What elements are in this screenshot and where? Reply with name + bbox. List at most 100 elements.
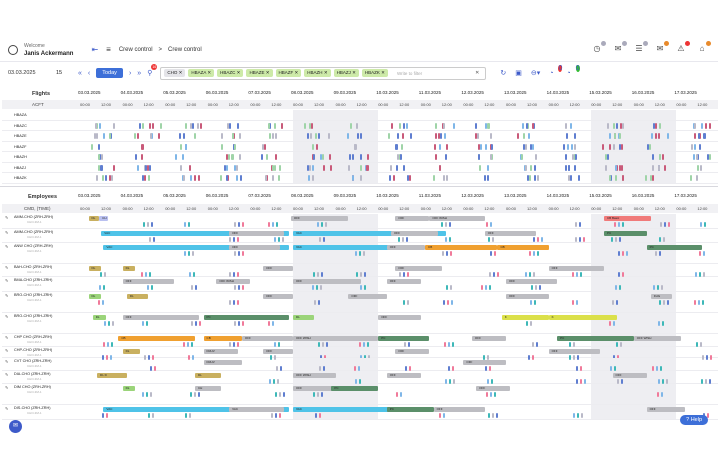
flight-leg[interactable] (481, 285, 484, 290)
flight-leg[interactable] (151, 354, 154, 360)
flight-leg[interactable] (532, 143, 534, 150)
flight-leg[interactable] (346, 133, 349, 139)
flight-leg[interactable] (703, 251, 706, 256)
flight-leg[interactable] (448, 236, 451, 242)
flight-leg[interactable] (272, 133, 275, 139)
flight-leg[interactable] (533, 122, 535, 129)
employee-label[interactable]: DIM CHO (ZRH-ZRH) (14, 384, 51, 389)
flight-leg[interactable] (570, 143, 573, 150)
flight-leg[interactable] (359, 285, 362, 290)
flight-leg[interactable] (268, 222, 271, 227)
flight-leg[interactable] (312, 143, 314, 150)
flight-leg[interactable] (607, 122, 610, 129)
flight-leg[interactable] (450, 299, 453, 305)
flight-leg[interactable] (238, 154, 241, 160)
flight-leg[interactable] (104, 272, 106, 277)
flight-leg[interactable] (493, 272, 496, 277)
flight-leg[interactable] (102, 354, 104, 360)
flight-leg[interactable] (610, 365, 613, 371)
flight-leg[interactable] (276, 365, 279, 371)
duty-bar[interactable]: OFF (484, 230, 536, 236)
flight-leg[interactable] (312, 164, 314, 171)
flight-leg[interactable] (175, 154, 178, 160)
duty-bar[interactable]: OFF (506, 279, 558, 284)
duty-bar[interactable]: CB (203, 335, 242, 341)
flight-leg[interactable] (616, 341, 619, 347)
flight-leg[interactable] (190, 122, 193, 129)
filter-chip[interactable]: CHO ✕ (164, 69, 186, 77)
flight-leg[interactable] (568, 341, 571, 347)
flight-leg[interactable] (232, 272, 235, 277)
flight-leg[interactable] (310, 133, 312, 139)
flight-leg[interactable] (315, 133, 317, 139)
flight-leg[interactable] (447, 341, 450, 347)
flight-leg[interactable] (185, 143, 188, 150)
flight-leg[interactable] (348, 154, 351, 160)
prev-icon[interactable]: ‹ (87, 69, 91, 77)
flight-leg[interactable] (359, 164, 362, 171)
flight-leg[interactable] (709, 378, 712, 384)
flight-leg[interactable] (576, 412, 579, 418)
flight-leg[interactable] (567, 164, 570, 171)
flight-leg[interactable] (534, 299, 536, 305)
flight-leg[interactable] (367, 354, 370, 360)
flight-leg[interactable] (138, 122, 141, 129)
flight-leg[interactable] (150, 285, 153, 290)
duty-bar[interactable]: DL (293, 314, 315, 320)
flight-leg[interactable] (233, 164, 236, 171)
flight-leg[interactable] (651, 164, 654, 171)
flight-leg[interactable] (146, 222, 149, 227)
flight-leg[interactable] (445, 143, 448, 150)
flight-leg[interactable] (268, 320, 271, 326)
duty-bar[interactable]: DL (126, 293, 149, 299)
flight-leg[interactable] (572, 341, 575, 347)
flight-leg[interactable] (443, 341, 446, 347)
flight-leg[interactable] (390, 164, 393, 171)
flight-leg[interactable] (187, 341, 190, 347)
flight-leg[interactable] (444, 222, 447, 227)
flight-leg[interactable] (236, 341, 239, 347)
flight-leg[interactable] (407, 175, 410, 181)
flight-leg[interactable] (444, 378, 447, 384)
flight-leg[interactable] (307, 133, 309, 139)
flight-leg[interactable] (410, 133, 413, 139)
flight-leg[interactable] (140, 154, 143, 160)
flight-leg[interactable] (272, 175, 275, 181)
duty-bar[interactable]: OFF (506, 293, 549, 299)
employee-label[interactable]: ANW CHO (ZRH-ZRH) (14, 244, 53, 248)
flight-leg[interactable] (618, 272, 621, 277)
flight-leg[interactable] (358, 251, 361, 256)
next-icon[interactable]: › (128, 69, 132, 77)
duty-bar[interactable]: OFF (290, 216, 349, 221)
flight-leg[interactable] (328, 133, 330, 139)
flight-leg[interactable] (275, 412, 278, 418)
refresh-icon[interactable]: ↻ (500, 70, 507, 77)
flight-leg[interactable] (571, 154, 574, 160)
flight-leg[interactable] (694, 122, 697, 129)
flight-leg[interactable] (528, 354, 530, 360)
flight-leg[interactable] (666, 299, 669, 305)
flight-leg[interactable] (657, 320, 660, 326)
flight-leg[interactable] (274, 236, 277, 242)
flight-leg[interactable] (494, 251, 497, 256)
flight-leg[interactable] (526, 122, 528, 129)
flight-leg[interactable] (266, 175, 269, 181)
flight-leg[interactable] (108, 320, 110, 326)
flight-leg[interactable] (268, 122, 271, 129)
flight-leg[interactable] (404, 341, 407, 347)
flight-leg[interactable] (438, 143, 441, 150)
flight-leg[interactable] (388, 133, 391, 139)
flight-leg[interactable] (400, 154, 403, 160)
flight-leg[interactable] (323, 236, 325, 242)
duty-bar[interactable]: VAC (229, 406, 285, 412)
flight-leg[interactable] (528, 133, 530, 139)
flight-leg[interactable] (307, 164, 309, 171)
flight-leg[interactable] (407, 299, 410, 305)
flight-leg[interactable] (359, 175, 362, 181)
flight-leg[interactable] (521, 154, 523, 160)
flight-leg[interactable] (144, 164, 147, 171)
flight-leg[interactable] (395, 143, 398, 150)
flight-leg[interactable] (660, 285, 663, 290)
flight-leg[interactable] (440, 222, 443, 227)
flight-leg[interactable] (609, 175, 612, 181)
